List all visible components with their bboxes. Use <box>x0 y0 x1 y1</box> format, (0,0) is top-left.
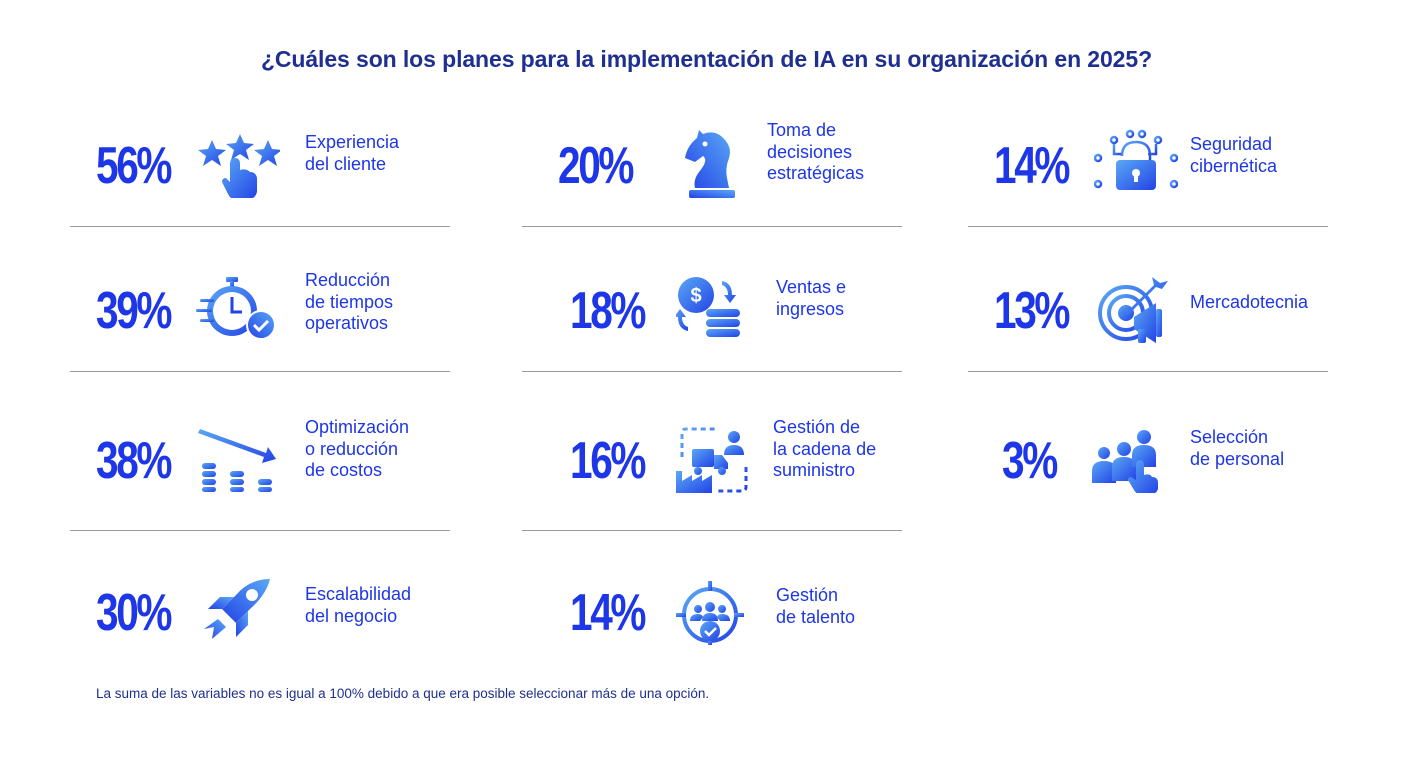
stat-item: 38% Optimización o reducción de costos <box>96 405 476 505</box>
category-label: Gestión de talento <box>776 585 856 627</box>
category-label: Reducción de tiempos operativos <box>305 270 394 333</box>
divider <box>70 371 450 372</box>
category-label: Escalabilidad del negocio <box>305 584 412 626</box>
stat-item: 56% Experiencia del cliente <box>96 110 476 210</box>
stat-item: 14% Gestión de talento <box>570 557 950 657</box>
percent-value: 18% <box>570 282 647 340</box>
stat-item: 16% Gestión de la cadena de suministro <box>570 405 950 505</box>
divider <box>522 530 902 531</box>
svg-text:$: $ <box>690 285 701 307</box>
stat-item: 13% Mercadotecnia <box>994 255 1374 355</box>
percent-value: 56% <box>96 137 173 195</box>
divider <box>968 226 1328 227</box>
divider <box>968 371 1328 372</box>
divider <box>70 530 450 531</box>
percent-value: 16% <box>570 432 647 490</box>
stat-item: 18% $ Ventas e ingresos <box>570 255 950 355</box>
category-label: Gestión de la cadena de suministro <box>773 417 877 480</box>
category-label: Seguridad cibernética <box>1190 134 1278 176</box>
percent-value: 14% <box>994 137 1071 195</box>
category-label: Toma de decisiones estratégicas <box>767 120 865 183</box>
chess-knight-icon <box>673 128 757 198</box>
category-label: Ventas e ingresos <box>776 277 847 319</box>
category-label: Experiencia del cliente <box>305 132 400 174</box>
percent-value: 39% <box>96 282 173 340</box>
stat-item: 39% Reducción de tiempos operativos <box>96 255 476 355</box>
category-label: Optimización o reducción de costos <box>305 417 410 480</box>
percent-value: 3% <box>1002 432 1058 490</box>
dollar-coins-cycle-icon: $ <box>676 273 760 343</box>
stat-item: 20% Toma de decisiones estratégicas <box>558 110 938 210</box>
circuit-lock-icon <box>1094 128 1178 198</box>
stat-item: 14% Seguridad cibernética <box>994 110 1374 210</box>
percent-value: 14% <box>570 584 647 642</box>
category-label: Mercadotecnia <box>1190 292 1309 312</box>
divider <box>522 371 902 372</box>
stat-item: 30% Escalabilidad del negocio <box>96 557 476 657</box>
stopwatch-check-icon <box>196 273 280 343</box>
chart-title: ¿Cuáles son los planes para la implement… <box>260 46 1153 72</box>
stat-item: 3% Selección de personal <box>1002 405 1382 505</box>
star-rating-hand-icon <box>196 128 280 198</box>
footnote: La suma de las variables no es igual a 1… <box>96 686 710 701</box>
people-select-icon <box>1090 423 1174 493</box>
percent-value: 38% <box>96 432 173 490</box>
talent-target-icon <box>676 575 760 645</box>
rocket-icon <box>200 575 284 645</box>
percent-value: 20% <box>558 137 635 195</box>
percent-value: 30% <box>96 584 173 642</box>
cost-down-coins-icon <box>196 423 280 493</box>
target-megaphone-icon <box>1094 273 1178 343</box>
supply-chain-icon <box>674 423 758 493</box>
divider <box>70 226 450 227</box>
category-label: Selección de personal <box>1190 427 1285 469</box>
divider <box>522 226 902 227</box>
percent-value: 13% <box>994 282 1071 340</box>
